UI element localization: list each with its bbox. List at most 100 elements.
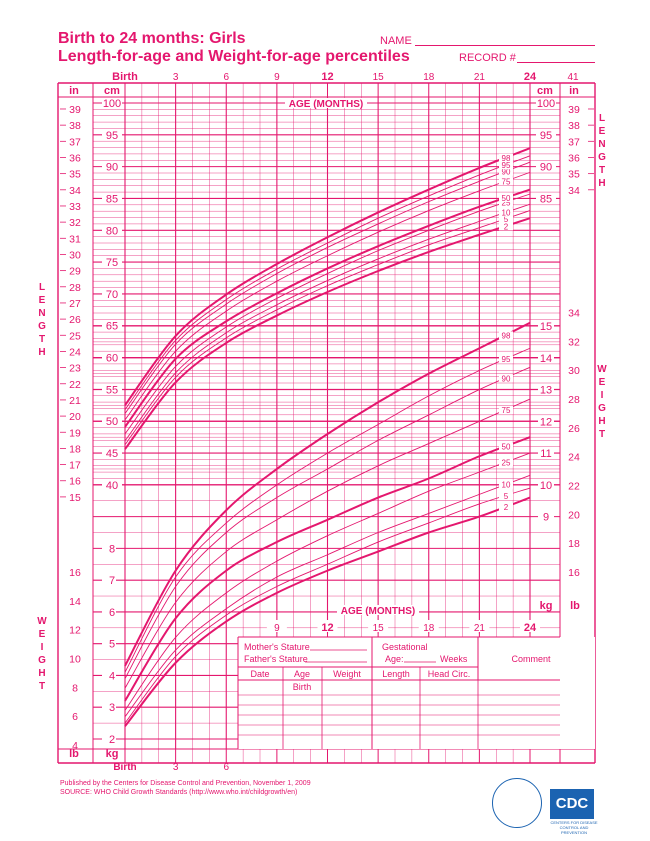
kg-label-bg-left: [102, 734, 116, 744]
gestational-weeks-label: Weeks: [440, 654, 468, 664]
cm-tick-label-left: 85: [106, 193, 118, 205]
cm-label-bg: [536, 193, 556, 204]
top-age-tick-label: 12: [321, 71, 333, 83]
lb-tick-label-left: 8: [72, 682, 78, 694]
top-age-tick-label: 15: [373, 72, 385, 83]
mid-age-tick-label: 9: [274, 623, 280, 634]
cm-label-bg: [102, 479, 122, 490]
fathers-stature-label: Father's Stature: [244, 654, 308, 664]
percentile-label-bg: [499, 161, 513, 170]
length-axis-letter-right: H: [598, 178, 605, 189]
weight-percentile-label: 98: [502, 331, 511, 340]
inch-tick-label-left: 22: [69, 379, 81, 391]
length-axis-letter-left: G: [38, 321, 46, 332]
record-line[interactable]: [517, 62, 595, 63]
cm-tick-label-right: 85: [540, 193, 552, 205]
inch-tick-label-left: 20: [69, 411, 81, 423]
inch-tick-label-left: 21: [69, 395, 81, 407]
lb-tick-label-left: 6: [72, 711, 78, 723]
weight-percentile-label: 5: [504, 492, 509, 501]
weight-axis-letter-left: I: [41, 642, 44, 653]
percentile-label-bg: [499, 355, 513, 364]
inch-tick-label-left: 18: [69, 443, 81, 455]
percentile-label-bg: [499, 177, 513, 186]
col-head-header: Head Circ.: [428, 669, 471, 679]
inch-tick-label-left: 30: [69, 249, 81, 261]
kg-tick-label-left: 4: [109, 670, 115, 682]
inch-tick-label-left: 23: [69, 363, 81, 375]
lb-tick-label-left: 14: [69, 596, 81, 608]
length-percentile-label: 98: [502, 154, 511, 163]
lb-tick-label-left: 10: [69, 653, 81, 665]
kg-unit-label-right: kg: [540, 600, 553, 612]
footer-source: SOURCE: WHO Child Growth Standards (http…: [60, 789, 298, 796]
kg-tick-label-right: 14: [540, 353, 552, 365]
kg-tick-label-right: 11: [540, 448, 551, 460]
cm-label-bg: [102, 161, 122, 172]
weight-percentile-label: 95: [502, 355, 511, 364]
name-line[interactable]: [415, 45, 595, 46]
hhs-seal-logo: [492, 778, 542, 828]
cm-tick-label-left: 45: [106, 448, 118, 460]
in-header-bg: [60, 84, 92, 96]
lb-unit-label-right: lb: [570, 600, 580, 612]
cm-label-bg: [102, 416, 122, 427]
mid-age-label-bg: [520, 620, 540, 632]
cm-label-bg: [102, 98, 122, 108]
kg-label-bg-right: [538, 479, 554, 490]
length-curve-p95: [124, 155, 531, 410]
length-percentile-label: 5: [504, 215, 509, 224]
weight-axis-letter-left: T: [39, 681, 45, 692]
percentile-label-bg: [499, 480, 513, 489]
weight-axis-letter-left: G: [38, 655, 46, 666]
cm-tick-label-left: 90: [106, 162, 118, 174]
cm-label-bg: [102, 193, 122, 204]
kg-tick-label-right: 13: [540, 385, 552, 397]
percentile-label-bg: [499, 442, 513, 451]
cm-label-bg: [102, 320, 122, 331]
mid-age-label-bg: [368, 620, 389, 632]
cm-tick-label-left: 75: [106, 257, 118, 269]
length-axis-letter-left: E: [39, 295, 46, 306]
lb-tick-label-right: 34: [568, 308, 580, 320]
weight-percentile-label: 10: [502, 481, 511, 490]
cm-label-bg: [102, 288, 122, 299]
kg-tick-label-left: 6: [109, 607, 115, 619]
in-header-label-right: in: [569, 85, 579, 97]
kg-label-bg-left: [102, 702, 116, 713]
length-axis-letter-right: G: [598, 152, 606, 163]
cm-tick-label-left: 95: [106, 130, 118, 142]
inch-tick-label-left: 29: [69, 266, 81, 278]
length-percentile-label: 50: [502, 194, 511, 203]
lb-tick-label-right: 28: [568, 394, 580, 406]
kg-unit-label-left: kg: [106, 748, 119, 760]
cm-label-bg: [102, 129, 122, 140]
inch-tick-label-right: 37: [568, 136, 580, 148]
mid-age-tick-label: 12: [321, 622, 333, 634]
cm-tick-label-right: 90: [540, 162, 552, 174]
comment-label: Comment: [511, 654, 551, 664]
inch-tick-label-right: 36: [568, 152, 580, 164]
chart-title-line1: Birth to 24 months: Girls: [58, 30, 246, 47]
inch-tick-label-left: 36: [69, 152, 81, 164]
cm-label-bg: [102, 225, 122, 236]
lb-tick-label-right: 20: [568, 509, 580, 521]
gestational-label: Gestational: [382, 642, 428, 652]
cm-tick-label-left: 80: [106, 225, 118, 237]
lb-tick-label-right: 22: [568, 481, 580, 493]
inch-tick-label-left: 33: [69, 201, 81, 213]
lb-tick-label-right: 26: [568, 423, 580, 435]
kg-label-bg-right: [538, 321, 554, 331]
weight-axis-letter-right: H: [598, 416, 605, 427]
length-axis-letter-left: L: [39, 282, 45, 293]
cm-label-bg: [536, 161, 556, 172]
kg-label-bg-right: [538, 448, 554, 459]
length-percentile-label: 2: [504, 222, 509, 231]
lb-tick-label-left: 16: [69, 567, 81, 579]
gestational-age-label: Age:: [385, 654, 404, 664]
bottom-age-tick-label: 3: [173, 762, 179, 773]
weight-curve-p90: [124, 366, 531, 679]
inch-tick-label-left: 37: [69, 136, 81, 148]
bottom-age-tick-label: Birth: [113, 762, 136, 773]
weight-curve-p75: [124, 398, 531, 689]
